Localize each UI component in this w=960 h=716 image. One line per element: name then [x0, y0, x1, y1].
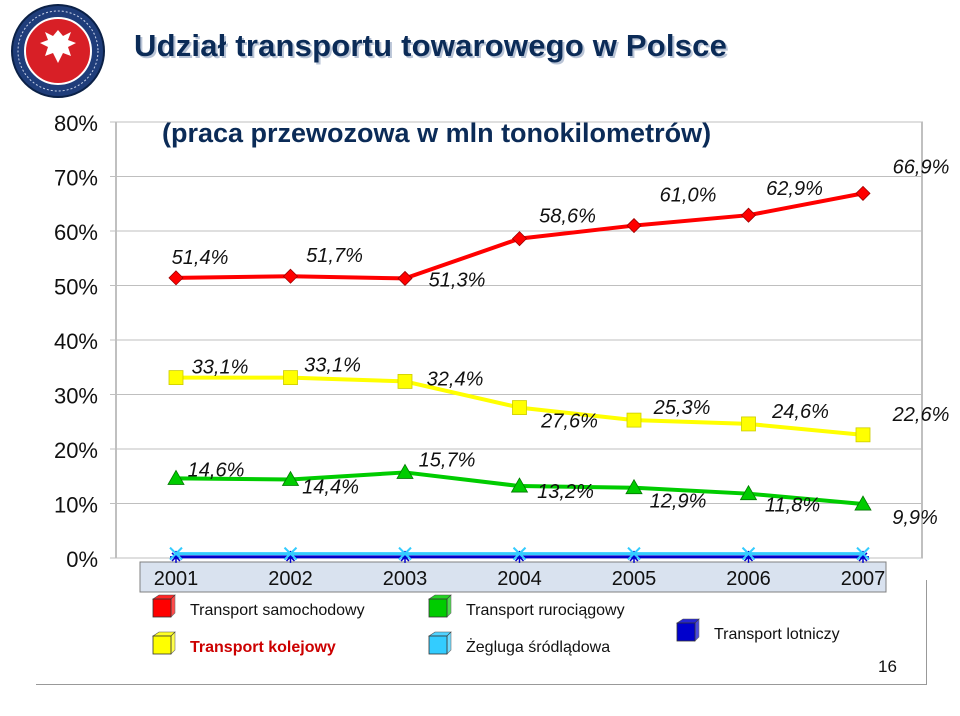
data-label: 51,7% — [306, 245, 363, 267]
chart-subtitle: (praca przewozowa w mln tonokilometrów) — [162, 118, 711, 148]
data-label: 14,6% — [188, 459, 245, 481]
y-tick-label: 40% — [54, 329, 98, 354]
x-tick-label: 2003 — [383, 568, 428, 590]
series-marker — [510, 477, 529, 493]
y-tick-label: 60% — [54, 220, 98, 245]
y-tick-label: 0% — [66, 547, 98, 572]
data-label: 25,3% — [653, 397, 711, 419]
category-axis-box — [139, 561, 887, 593]
series-marker — [741, 546, 756, 561]
series-marker — [628, 550, 640, 563]
series-marker — [513, 550, 526, 563]
series-marker — [397, 374, 413, 389]
series-marker — [512, 546, 527, 561]
legend-swatch — [152, 635, 172, 655]
y-tick-label: 20% — [54, 438, 98, 463]
x-tick-label: 2004 — [497, 568, 542, 590]
x-tick-label: 2002 — [268, 568, 313, 590]
x-tick-label: 2001 — [154, 568, 199, 590]
series-marker — [742, 550, 755, 563]
data-label: 51,3% — [429, 269, 486, 291]
data-label: 62,9% — [766, 178, 823, 200]
data-label: 32,4% — [427, 368, 484, 390]
series-marker — [739, 484, 758, 501]
footer-rule — [36, 684, 926, 685]
series-marker — [740, 207, 757, 223]
series-marker — [857, 550, 869, 563]
series-marker — [170, 550, 182, 563]
legend-swatch-side — [446, 594, 452, 618]
legend-swatch-side — [694, 618, 700, 642]
series-marker — [282, 268, 299, 284]
series-marker — [281, 470, 300, 486]
data-label: 15,7% — [419, 449, 476, 471]
series-marker — [855, 427, 871, 443]
legend-label: Transport lotniczy — [714, 626, 840, 643]
y-tick-label: 80% — [54, 111, 98, 136]
series-marker — [626, 217, 642, 234]
legend-label: Transport samochodowy — [190, 602, 365, 619]
series-marker — [167, 469, 185, 485]
data-label: 61,0% — [660, 185, 717, 207]
data-label: 13,2% — [537, 481, 594, 503]
data-label: 22,6% — [892, 404, 950, 426]
data-label: 58,6% — [539, 206, 596, 228]
series-marker — [399, 550, 411, 563]
series-marker — [168, 270, 184, 286]
series-marker — [856, 546, 870, 561]
data-label: 12,9% — [650, 491, 707, 513]
page-number: 16 — [878, 657, 897, 676]
legend-label: Żegluga śródlądowa — [466, 637, 610, 656]
series-marker — [283, 546, 298, 561]
data-label: 51,4% — [172, 247, 229, 269]
data-label: 14,4% — [302, 477, 359, 499]
legend-swatch — [676, 622, 696, 642]
y-tick-label: 50% — [54, 275, 98, 300]
legend-swatch-side — [170, 594, 176, 618]
legend-swatch-side — [170, 631, 176, 655]
legend-swatch — [152, 598, 172, 618]
series-marker — [169, 546, 183, 561]
series-marker — [168, 370, 184, 386]
y-tick-label: 70% — [54, 166, 98, 191]
series-marker — [855, 185, 871, 201]
data-label: 11,8% — [765, 495, 820, 517]
slide-title: Udział transportu towarowego w Polsce — [134, 28, 728, 63]
legend-swatch-side — [446, 631, 452, 655]
series-marker — [741, 416, 756, 432]
association-logo — [11, 4, 105, 98]
series-marker — [625, 478, 643, 495]
series-marker — [283, 370, 298, 386]
series-marker — [854, 495, 872, 511]
x-tick-label: 2006 — [726, 568, 771, 590]
series-marker — [398, 546, 412, 561]
data-label: 33,1% — [192, 357, 249, 379]
data-label: 24,6% — [771, 401, 829, 423]
legend-swatch — [428, 598, 448, 618]
data-label: 9,9% — [892, 507, 938, 529]
y-tick-label: 30% — [54, 384, 98, 409]
series-marker — [511, 231, 528, 247]
legend-swatch — [428, 635, 448, 655]
data-label: 27,6% — [540, 411, 598, 433]
x-tick-label: 2005 — [612, 568, 657, 590]
data-label: 33,1% — [304, 355, 361, 377]
legend-label: Transport rurociągowy — [466, 602, 625, 619]
x-tick-label: 2007 — [841, 568, 886, 590]
series-marker — [512, 400, 527, 415]
series-marker — [396, 463, 414, 479]
data-label: 66,9% — [893, 156, 950, 178]
series-marker — [627, 546, 641, 561]
footer-rule-side — [926, 580, 927, 685]
series-marker — [284, 550, 297, 563]
series-marker — [397, 270, 413, 286]
legend-label: Transport kolejowy — [190, 639, 336, 656]
series-marker — [626, 412, 642, 428]
y-tick-label: 10% — [54, 493, 98, 518]
